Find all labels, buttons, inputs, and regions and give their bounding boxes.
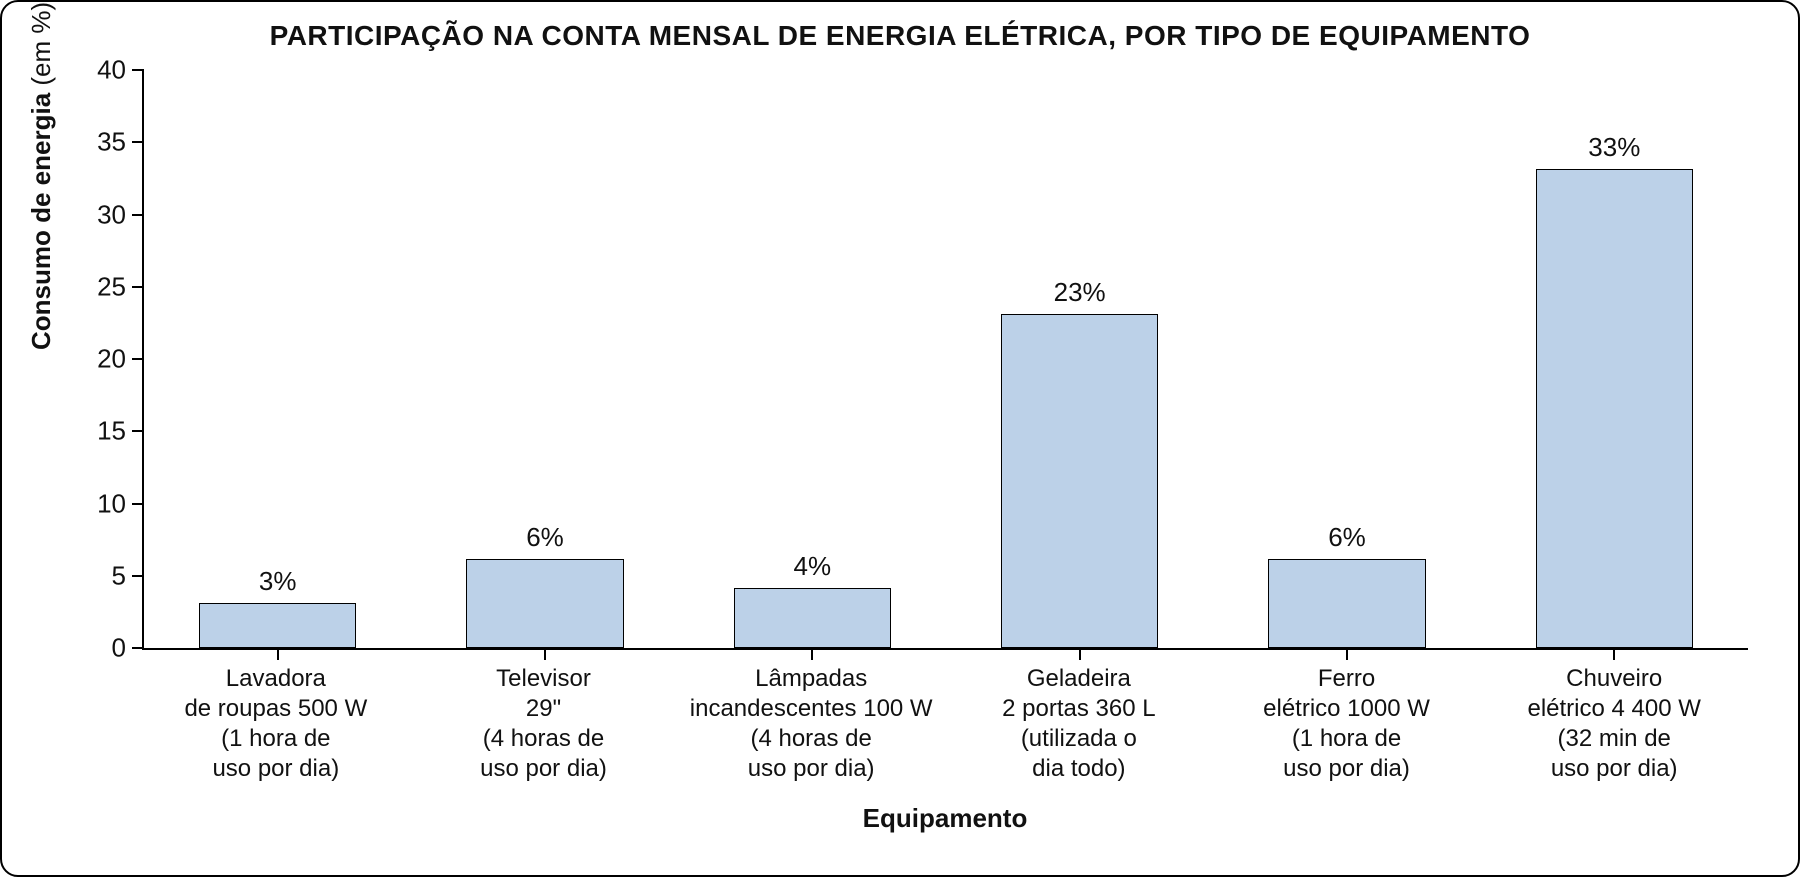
y-tick-label: 10: [66, 488, 126, 519]
bar-slot: 6%: [1213, 70, 1480, 648]
x-category-label: Lâmpadasincandescentes 100 W(4 horas deu…: [677, 660, 945, 790]
bars-container: 3% 6% 4% 23% 6% 33%: [144, 70, 1748, 648]
chart-title: PARTICIPAÇÃO NA CONTA MENSAL DE ENERGIA …: [22, 20, 1778, 52]
y-tick-label: 15: [66, 416, 126, 447]
chart-frame: PARTICIPAÇÃO NA CONTA MENSAL DE ENERGIA …: [0, 0, 1800, 877]
y-tick: [132, 69, 144, 71]
x-category-label: Ferroelétrico 1000 W(1 hora deuso por di…: [1213, 660, 1481, 790]
y-tick: [132, 647, 144, 649]
bar-value-label: 6%: [1328, 522, 1366, 553]
y-tick: [132, 503, 144, 505]
bar-slot: 6%: [411, 70, 678, 648]
y-tick: [132, 575, 144, 577]
x-tick: [544, 648, 546, 660]
y-tick-label: 30: [66, 199, 126, 230]
bar: [1536, 169, 1693, 648]
y-tick-label: 25: [66, 271, 126, 302]
y-tick-label: 20: [66, 344, 126, 375]
bar-value-label: 23%: [1054, 277, 1106, 308]
x-tick: [277, 648, 279, 660]
bar: [1001, 314, 1158, 648]
y-tick-label: 0: [66, 633, 126, 664]
x-tick: [1613, 648, 1615, 660]
x-category-label: Chuveiroelétrico 4 400 W(32 min deuso po…: [1480, 660, 1748, 790]
y-tick-label: 35: [66, 127, 126, 158]
x-tick: [1346, 648, 1348, 660]
bar: [734, 588, 891, 648]
bar: [466, 559, 623, 648]
x-category-label: Televisor29"(4 horas deuso por dia): [410, 660, 678, 790]
bar-value-label: 4%: [794, 551, 832, 582]
y-axis-label: Consumo de energia (em %): [26, 2, 57, 350]
y-tick: [132, 286, 144, 288]
y-tick: [132, 430, 144, 432]
y-tick-label: 5: [66, 560, 126, 591]
y-tick: [132, 141, 144, 143]
x-axis-title: Equipamento: [142, 803, 1748, 834]
y-axis-label-rest: (em %): [26, 2, 56, 93]
x-labels-container: Lavadorade roupas 500 W(1 hora deuso por…: [142, 660, 1748, 790]
x-tick: [1079, 648, 1081, 660]
bar: [199, 603, 356, 648]
bar: [1268, 559, 1425, 648]
bar-value-label: 6%: [526, 522, 564, 553]
bar-slot: 4%: [679, 70, 946, 648]
y-tick: [132, 214, 144, 216]
y-tick-label: 40: [66, 55, 126, 86]
x-tick: [811, 648, 813, 660]
y-axis-label-bold: Consumo de energia: [26, 93, 56, 350]
x-category-label: Lavadorade roupas 500 W(1 hora deuso por…: [142, 660, 410, 790]
bar-slot: 23%: [946, 70, 1213, 648]
bar-slot: 33%: [1481, 70, 1748, 648]
y-tick: [132, 358, 144, 360]
chart-axes: 3%6%4%23%6%33% 0510152025303540: [142, 70, 1748, 650]
bar-value-label: 33%: [1588, 132, 1640, 163]
bar-slot: 3%: [144, 70, 411, 648]
bar-value-label: 3%: [259, 566, 297, 597]
x-category-label: Geladeira2 portas 360 L(utilizada odia t…: [945, 660, 1213, 790]
plot-area: Consumo de energia (em %) 3%6%4%23%6%33%…: [22, 60, 1778, 840]
